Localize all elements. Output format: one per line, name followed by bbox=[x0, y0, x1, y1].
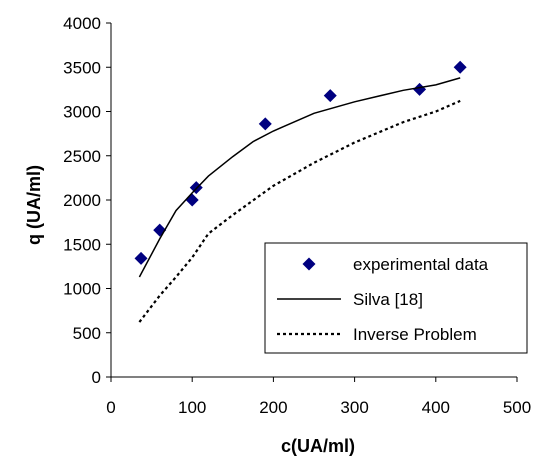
data-point-marker bbox=[453, 60, 467, 74]
legend-label: experimental data bbox=[353, 255, 489, 274]
series-experimental-data bbox=[134, 60, 467, 265]
data-point-marker bbox=[185, 193, 199, 207]
legend: experimental data Silva [18] Inverse Probl… bbox=[264, 242, 528, 354]
series-line bbox=[138, 77, 461, 278]
data-point-marker bbox=[258, 117, 272, 131]
series-silva-18 bbox=[138, 77, 461, 278]
series-inverse-problem bbox=[138, 99, 461, 323]
y-tick-label: 1000 bbox=[63, 280, 101, 299]
data-point-marker bbox=[323, 89, 337, 103]
data-point-marker bbox=[134, 251, 148, 265]
legend-marker-swatch bbox=[302, 257, 316, 271]
data-point-marker bbox=[413, 82, 427, 96]
y-tick-label: 4000 bbox=[63, 14, 101, 33]
legend-label: Silva [18] bbox=[353, 290, 423, 309]
y-tick-label: 2500 bbox=[63, 147, 101, 166]
x-tick-label: 0 bbox=[106, 398, 115, 417]
y-tick-label: 500 bbox=[73, 324, 101, 343]
y-tick-label: 1500 bbox=[63, 235, 101, 254]
x-tick-label: 500 bbox=[503, 398, 531, 417]
y-tick-label: 3000 bbox=[63, 103, 101, 122]
axes: 0 500 1000 1500 2000 2500 3000 3500 4000 0 100 200 3… bbox=[63, 14, 531, 417]
legend-label: Inverse Problem bbox=[353, 325, 477, 344]
x-tick-label: 300 bbox=[340, 398, 368, 417]
series-line bbox=[138, 99, 461, 323]
x-tick-label: 200 bbox=[259, 398, 287, 417]
y-tick-label: 0 bbox=[92, 368, 101, 387]
y-tick-label: 3500 bbox=[63, 58, 101, 77]
x-tick-label: 100 bbox=[178, 398, 206, 417]
y-axis-title: q (UA/ml) bbox=[24, 165, 44, 245]
x-axis-title: c(UA/ml) bbox=[281, 436, 355, 456]
x-tick-label: 400 bbox=[422, 398, 450, 417]
plot-area bbox=[134, 60, 467, 323]
y-tick-label: 2000 bbox=[63, 191, 101, 210]
